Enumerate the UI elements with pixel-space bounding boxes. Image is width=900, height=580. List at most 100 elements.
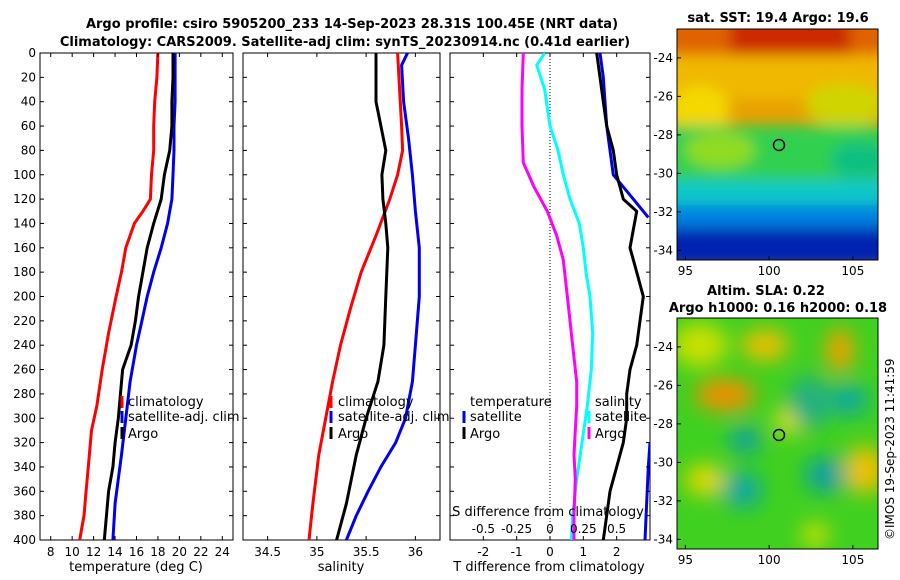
imos-timestamp: ©IMOS 19-Sep-2023 11:41:59 bbox=[883, 358, 897, 540]
depth-y-tick-label: 300 bbox=[13, 411, 36, 425]
sla-map-lon-tick-label: 95 bbox=[678, 553, 693, 567]
temperature-series-climatology-line bbox=[78, 53, 160, 540]
salinity-series-argo-line bbox=[335, 53, 390, 540]
sla-map-lon-tick-label: 100 bbox=[758, 553, 781, 567]
depth-y-tick-label: 80 bbox=[21, 143, 36, 157]
salinity-legend: climatology satellite-adj. clim Argo bbox=[329, 395, 450, 442]
sla-heatmap bbox=[677, 318, 878, 549]
temperature-x-tick-label: 12 bbox=[86, 545, 101, 559]
temperature-axes-frame bbox=[39, 52, 234, 541]
salinity-panel: 34.5 35 35.5 36 salinity climatology satell… bbox=[242, 52, 450, 575]
legend-salinity-title: salinity bbox=[595, 395, 642, 410]
depth-y-tick-label: 240 bbox=[13, 338, 36, 352]
s-difference-x-label: S difference from climatology bbox=[452, 505, 644, 520]
difference-x-tick-label: -1 bbox=[511, 545, 523, 559]
difference-series-s-argo-line bbox=[520, 53, 579, 540]
temperature-x-tick-label: 20 bbox=[172, 545, 187, 559]
sst-map-lat-tick-label: -24 bbox=[653, 51, 673, 65]
salinity-x-tick-label: 34.5 bbox=[254, 545, 281, 559]
sst-map-lat-tick-label: -28 bbox=[653, 128, 673, 142]
legend-t-satellite-label: satellite bbox=[470, 410, 522, 425]
sla-map-lon-tick-label: 105 bbox=[841, 553, 864, 567]
sla-map-lat-tick-label: -26 bbox=[653, 378, 673, 392]
figure-title-line1: Argo profile: csiro 5905200_233 14-Sep-2… bbox=[86, 17, 618, 32]
s-difference-tick-label: -0.25 bbox=[501, 522, 532, 536]
salinity-series-climatology-line bbox=[307, 53, 405, 540]
legend-climatology-label: climatology bbox=[128, 395, 204, 410]
depth-y-tick-label: 140 bbox=[13, 216, 36, 230]
temperature-x-tick-label: 14 bbox=[107, 545, 122, 559]
salinity-x-tick-label: 35.5 bbox=[353, 545, 380, 559]
s-difference-tick-label: -0.5 bbox=[472, 522, 495, 536]
depth-y-tick-label: 0 bbox=[28, 46, 36, 60]
s-difference-tick-label: 0.5 bbox=[607, 522, 626, 536]
temperature-panel: 8 10 12 14 16 18 20 22 2402040608010012014016018… bbox=[13, 46, 240, 575]
depth-y-tick-label: 340 bbox=[13, 460, 36, 474]
depth-y-tick-label: 160 bbox=[13, 241, 36, 255]
difference-panel: -2 -1 0 1 2 T difference from climatology S … bbox=[449, 52, 651, 575]
temperature-x-tick-label: 18 bbox=[150, 545, 165, 559]
temperature-x-tick-label: 24 bbox=[215, 545, 230, 559]
depth-y-tick-label: 400 bbox=[13, 533, 36, 547]
sla-map-lat-tick-label: -24 bbox=[653, 340, 673, 354]
sst-map-lon-tick-label: 100 bbox=[758, 264, 781, 278]
difference-x-tick-label: 1 bbox=[580, 545, 588, 559]
depth-y-tick-label: 120 bbox=[13, 192, 36, 206]
sla-map-lat-tick-label: -30 bbox=[653, 455, 673, 469]
legend-s-argo-label: Argo bbox=[595, 427, 625, 442]
depth-y-tick-label: 40 bbox=[21, 95, 36, 109]
temperature-series-argo-line bbox=[102, 53, 175, 540]
sst-map-panel: sat. SST: 19.4 Argo: 19.6 95 100 105 -24 -26… bbox=[653, 11, 879, 278]
difference-x-tick-label: 0 bbox=[546, 545, 554, 559]
difference-series-t-satellite-line bbox=[598, 53, 650, 219]
salinity-x-tick-label: 35 bbox=[309, 545, 324, 559]
temperature-x-label: temperature (deg C) bbox=[69, 560, 203, 575]
salinity-x-tick-label: 36 bbox=[408, 545, 423, 559]
temperature-x-tick-label: 22 bbox=[193, 545, 208, 559]
depth-y-tick-label: 20 bbox=[21, 70, 36, 84]
depth-y-tick-label: 100 bbox=[13, 168, 36, 182]
t-difference-legend: temperature satellite Argo bbox=[462, 395, 552, 442]
depth-y-tick-label: 260 bbox=[13, 363, 36, 377]
temperature-x-tick-label: 16 bbox=[129, 545, 144, 559]
sla-argo-marker bbox=[772, 428, 786, 442]
depth-y-tick-label: 60 bbox=[21, 119, 36, 133]
sla-map-panel: Altim. SLA: 0.22 Argo h1000: 0.16 h2000:… bbox=[653, 284, 887, 567]
difference-series-s-satellite-line bbox=[535, 53, 595, 540]
sst-map-lat-tick-label: -26 bbox=[653, 89, 673, 103]
depth-y-tick-label: 220 bbox=[13, 314, 36, 328]
depth-y-tick-label: 320 bbox=[13, 436, 36, 450]
legend-s-satellite-label: satellite bbox=[595, 410, 647, 425]
sla-map-title: Altim. SLA: 0.22 bbox=[707, 284, 825, 299]
t-difference-x-label: T difference from climatology bbox=[452, 560, 645, 575]
salinity-series-satellite-adj-clim-line bbox=[345, 53, 421, 540]
legend-temperature-title: temperature bbox=[470, 395, 552, 410]
temperature-series-satellite-adj-clim-line bbox=[111, 53, 177, 540]
legend-argo-label: Argo bbox=[338, 427, 368, 442]
legend-satellite-label: satellite-adj. clim bbox=[128, 410, 240, 425]
legend-t-argo-label: Argo bbox=[470, 427, 500, 442]
salinity-axes-frame bbox=[242, 52, 441, 541]
temperature-x-tick-label: 10 bbox=[65, 545, 80, 559]
sst-argo-marker bbox=[772, 138, 786, 152]
depth-y-tick-label: 280 bbox=[13, 387, 36, 401]
sst-map-lon-tick-label: 105 bbox=[841, 264, 864, 278]
temperature-legend: climatology satellite-adj. clim Argo bbox=[120, 395, 240, 442]
depth-y-tick-label: 360 bbox=[13, 484, 36, 498]
s-difference-legend: salinity satellite Argo bbox=[587, 395, 647, 442]
figure-title-line2: Climatology: CARS2009. Satellite-adj cli… bbox=[60, 35, 630, 50]
sst-map-title: sat. SST: 19.4 Argo: 19.6 bbox=[687, 11, 868, 26]
sla-map-lat-tick-label: -28 bbox=[653, 417, 673, 431]
difference-x-tick-label: 2 bbox=[613, 545, 621, 559]
difference-x-tick-label: -2 bbox=[477, 545, 489, 559]
legend-satellite-label: satellite-adj. clim bbox=[338, 410, 450, 425]
depth-y-tick-label: 380 bbox=[13, 509, 36, 523]
sst-map-lat-tick-label: -32 bbox=[653, 205, 673, 219]
legend-argo-label: Argo bbox=[128, 427, 158, 442]
sst-heatmap bbox=[677, 29, 878, 260]
temperature-x-tick-label: 8 bbox=[47, 545, 55, 559]
sst-map-lon-tick-label: 95 bbox=[678, 264, 693, 278]
sst-map-lat-tick-label: -30 bbox=[653, 166, 673, 180]
sla-map-lat-tick-label: -32 bbox=[653, 494, 673, 508]
